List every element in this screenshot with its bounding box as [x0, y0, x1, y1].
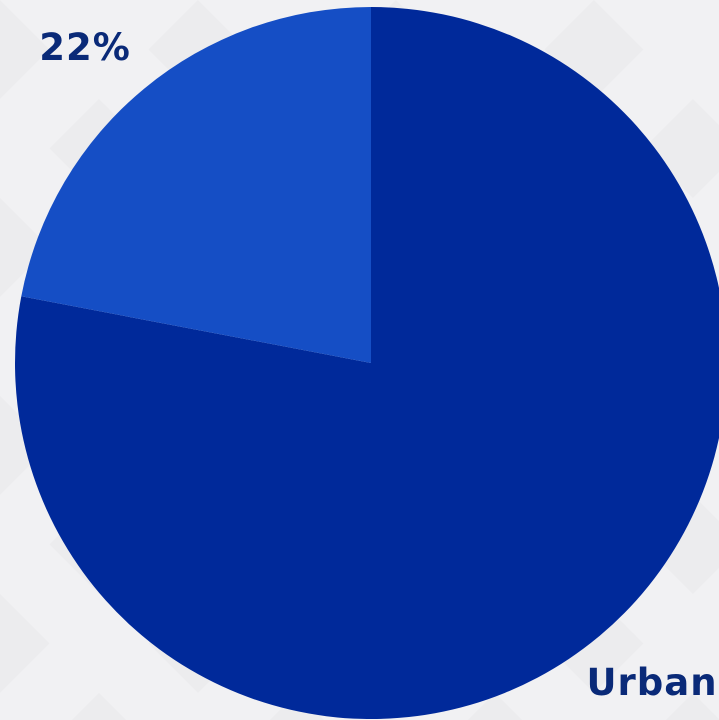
pie-data-label: Urban — [586, 661, 717, 704]
pie-data-label: 22% — [39, 26, 131, 69]
pie-labels: Urban 22% — [39, 26, 717, 704]
pie-slices — [15, 7, 719, 719]
pie-slice-urban — [15, 7, 719, 719]
pie-slice-other — [21, 7, 372, 363]
